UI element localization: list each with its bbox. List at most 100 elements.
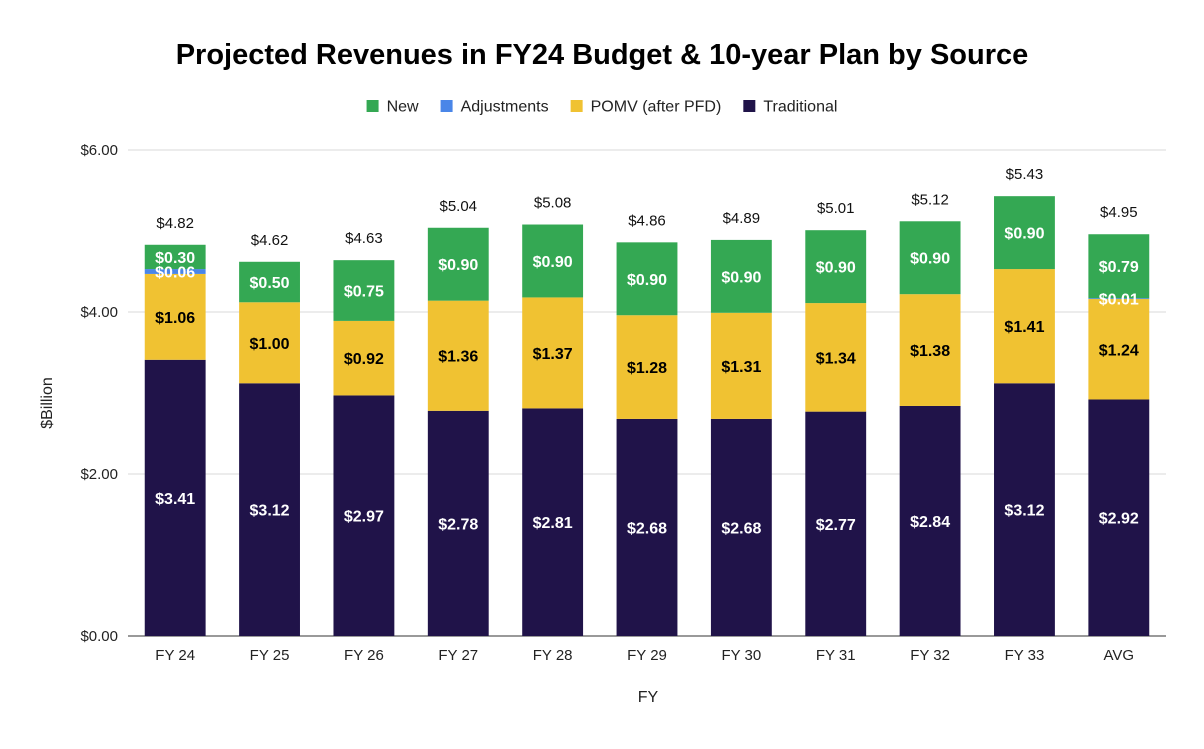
legend-item-new: New (366, 99, 419, 116)
bar-segment-new (144, 244, 206, 270)
x-tick-label: FY 25 (250, 647, 290, 664)
bar-segment-traditional (333, 395, 395, 636)
data-label-pomv-after-pfd: $1.37 (533, 346, 573, 363)
data-label-new: $0.90 (816, 260, 856, 277)
data-label-new: $0.50 (250, 275, 290, 292)
x-tick-label: FY 32 (910, 647, 950, 664)
data-label-traditional: $3.12 (1004, 503, 1044, 520)
bar-group-fy-31: $2.77 $1.34 $0.90 $5.01 (805, 200, 867, 636)
data-label-pomv-after-pfd: $1.34 (816, 350, 856, 367)
bar-segment-pomv-after-pfd (616, 315, 678, 419)
bar-segment-traditional (144, 359, 206, 636)
data-label-new: $0.90 (533, 254, 573, 271)
bar-segment-traditional (994, 383, 1055, 636)
bar-segment-new (522, 224, 584, 298)
data-label-pomv-after-pfd: $1.00 (250, 336, 290, 353)
data-label-new: $0.90 (721, 269, 761, 286)
x-axis-label: FY (638, 689, 659, 706)
bar-segment-pomv-after-pfd (144, 273, 206, 360)
bar-group-fy-29: $2.68 $1.28 $0.90 $4.86 (616, 212, 678, 636)
total-label: $4.86 (628, 212, 666, 229)
data-label-traditional: $2.81 (533, 515, 573, 532)
data-label-traditional: $2.77 (816, 517, 856, 534)
legend-item-traditional: Traditional (743, 99, 837, 116)
bar-segment-pomv-after-pfd (805, 303, 867, 412)
chart-title: Projected Revenues in FY24 Budget & 10-y… (176, 39, 1029, 71)
x-tick-label: FY 27 (438, 647, 478, 664)
data-label-pomv-after-pfd: $1.31 (721, 359, 761, 376)
x-tick-label: FY 29 (627, 647, 667, 664)
bar-segment-new (333, 260, 395, 321)
legend-swatch (570, 100, 583, 112)
bar-segment-new (427, 227, 489, 301)
y-tick-label: $0.00 (80, 628, 118, 645)
x-tick-label: AVG (1104, 647, 1135, 664)
y-tick-label: $4.00 (80, 304, 118, 321)
bars: $3.41 $1.06 $0.06$0.30 $4.82 $3.12 $1.00 $0.50… (144, 166, 1150, 636)
bar-segment-new (805, 230, 867, 304)
bar-segment-pomv-after-pfd (333, 320, 395, 396)
data-label-new: $0.75 (344, 284, 384, 301)
bar-segment-traditional (522, 408, 584, 636)
data-label-traditional: $3.12 (250, 503, 290, 520)
legend-label: New (387, 99, 419, 116)
legend-swatch (366, 100, 379, 112)
total-label: $4.95 (1100, 204, 1138, 221)
bar-segment-traditional (1088, 399, 1150, 636)
data-label-new: $0.90 (627, 272, 667, 289)
bar-segment-new (239, 261, 300, 303)
x-tick-label: FY 28 (533, 647, 573, 664)
data-label-new: $0.90 (1004, 226, 1044, 243)
bar-segment-traditional (710, 418, 772, 636)
legend-swatch (743, 100, 756, 112)
data-label-pomv-after-pfd: $1.38 (910, 343, 950, 360)
y-axis-label: $Billion (39, 377, 56, 429)
total-label: $5.43 (1006, 166, 1044, 183)
legend-item-pomv-after-pfd: POMV (after PFD) (570, 99, 722, 116)
data-label-adjustments: $0.06 (155, 265, 195, 282)
legend-label: Adjustments (461, 99, 549, 116)
bar-group-fy-30: $2.68 $1.31 $0.90 $4.89 (710, 210, 772, 636)
data-label-new: $0.79 (1099, 259, 1139, 276)
bar-segment-pomv-after-pfd (239, 302, 300, 384)
total-label: $5.04 (439, 198, 477, 215)
total-label: $4.82 (156, 215, 194, 232)
data-label-new: $0.90 (438, 257, 478, 274)
bar-segment-traditional (427, 410, 489, 636)
data-label-traditional: $2.92 (1099, 511, 1139, 528)
bar-group-fy-27: $2.78 $1.36 $0.90 $5.04 (427, 198, 489, 636)
bar-group-fy-33: $3.12 $1.41 $0.90 $5.43 (994, 166, 1055, 636)
bar-segment-pomv-after-pfd (994, 269, 1055, 384)
bar-group-avg: $2.92 $1.24 $0.01 $0.79 $4.95 (1088, 204, 1150, 636)
y-axis-ticks: $0.00 $2.00 $4.00 $6.00 (80, 142, 118, 645)
data-label-traditional: $2.78 (438, 516, 478, 533)
data-label-pomv-after-pfd: $0.92 (344, 351, 384, 368)
legend-item-adjustments: Adjustments (440, 99, 549, 116)
data-label-pomv-after-pfd: $1.06 (155, 310, 195, 327)
legend: New Adjustments POMV (after PFD) Traditiona… (366, 99, 837, 116)
bar-segment-new (1088, 234, 1150, 299)
data-label-pomv-after-pfd: $1.36 (438, 349, 478, 366)
bar-segment-traditional (239, 383, 300, 636)
x-tick-label: FY 33 (1005, 647, 1045, 664)
data-label-pomv-after-pfd: $1.28 (627, 360, 667, 377)
bar-segment-traditional (805, 411, 867, 636)
total-label: $4.63 (345, 230, 383, 247)
legend-label: POMV (after PFD) (591, 99, 722, 116)
bar-segment-adjustments (1088, 298, 1150, 300)
bar-segment-adjustments (144, 269, 206, 274)
total-label: $4.62 (251, 232, 289, 249)
x-tick-label: FY 26 (344, 647, 384, 664)
x-tick-label: FY 30 (721, 647, 761, 664)
total-label: $5.08 (534, 195, 572, 212)
data-label-adjustments: $0.01 (1099, 292, 1139, 309)
bar-segment-traditional (616, 418, 678, 636)
bar-segment-new (710, 239, 772, 313)
legend-swatch (440, 100, 453, 112)
total-label: $4.89 (723, 210, 761, 227)
x-axis-ticks: FY 24 FY 25 FY 26 FY 27 FY 28 FY 29 FY 30 FY 31… (155, 647, 1134, 664)
bar-segment-pomv-after-pfd (899, 294, 961, 406)
data-label-pomv-after-pfd: $1.41 (1004, 319, 1044, 336)
